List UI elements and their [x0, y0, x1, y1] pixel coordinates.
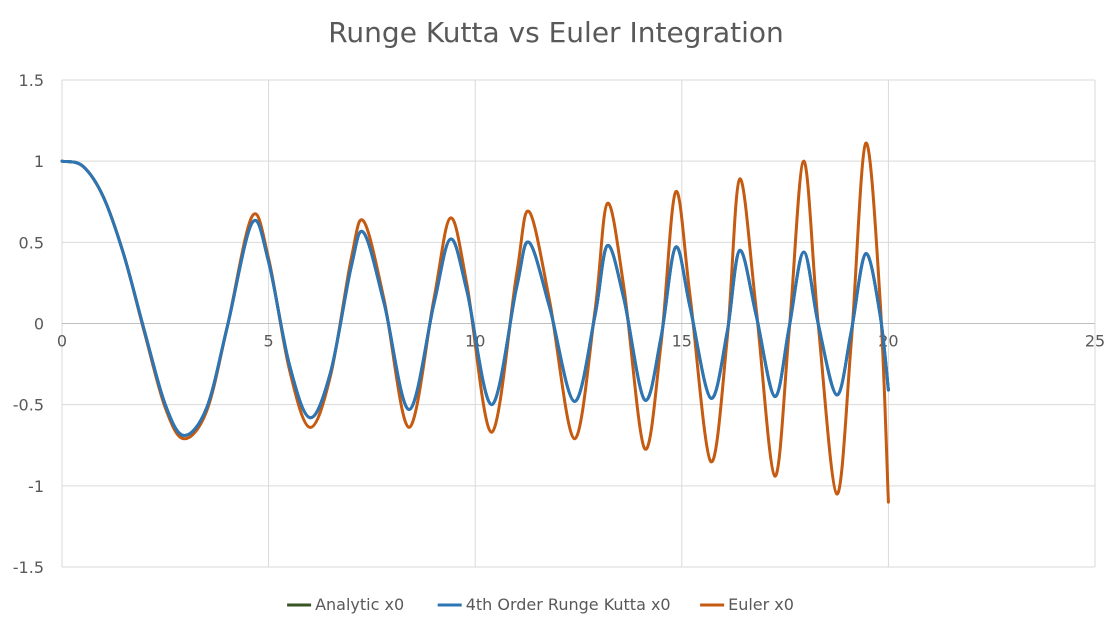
y-tick-label: 0.5	[19, 233, 44, 252]
axes	[61, 80, 1095, 567]
y-tick-label: -1.5	[13, 558, 44, 577]
chart-title: Runge Kutta vs Euler Integration	[328, 16, 784, 49]
legend-label: Analytic x0	[315, 595, 404, 614]
y-tick-labels: -1.5 -1 -0.5 0 0.5 1 1.5	[13, 71, 44, 577]
x-tick-label: 15	[672, 332, 692, 351]
x-tick-label: 5	[264, 332, 274, 351]
x-tick-labels: 0 5 10 15 20 25	[57, 332, 1105, 351]
y-tick-label: -0.5	[13, 396, 44, 415]
y-tick-label: 1.5	[19, 71, 44, 90]
series-line-2	[60, 141, 890, 504]
y-tick-label: -1	[28, 477, 44, 496]
y-tick-label: 0	[34, 315, 44, 334]
legend: Analytic x0 4th Order Runge Kutta x0 Euler…	[287, 595, 794, 614]
y-tick-label: 1	[34, 152, 44, 171]
x-tick-label: 25	[1085, 332, 1105, 351]
series-line-1	[60, 159, 890, 438]
legend-label: 4th Order Runge Kutta x0	[466, 595, 671, 614]
x-tick-label: 0	[57, 332, 67, 351]
legend-label: Euler x0	[728, 595, 794, 614]
series-lines	[60, 141, 890, 504]
